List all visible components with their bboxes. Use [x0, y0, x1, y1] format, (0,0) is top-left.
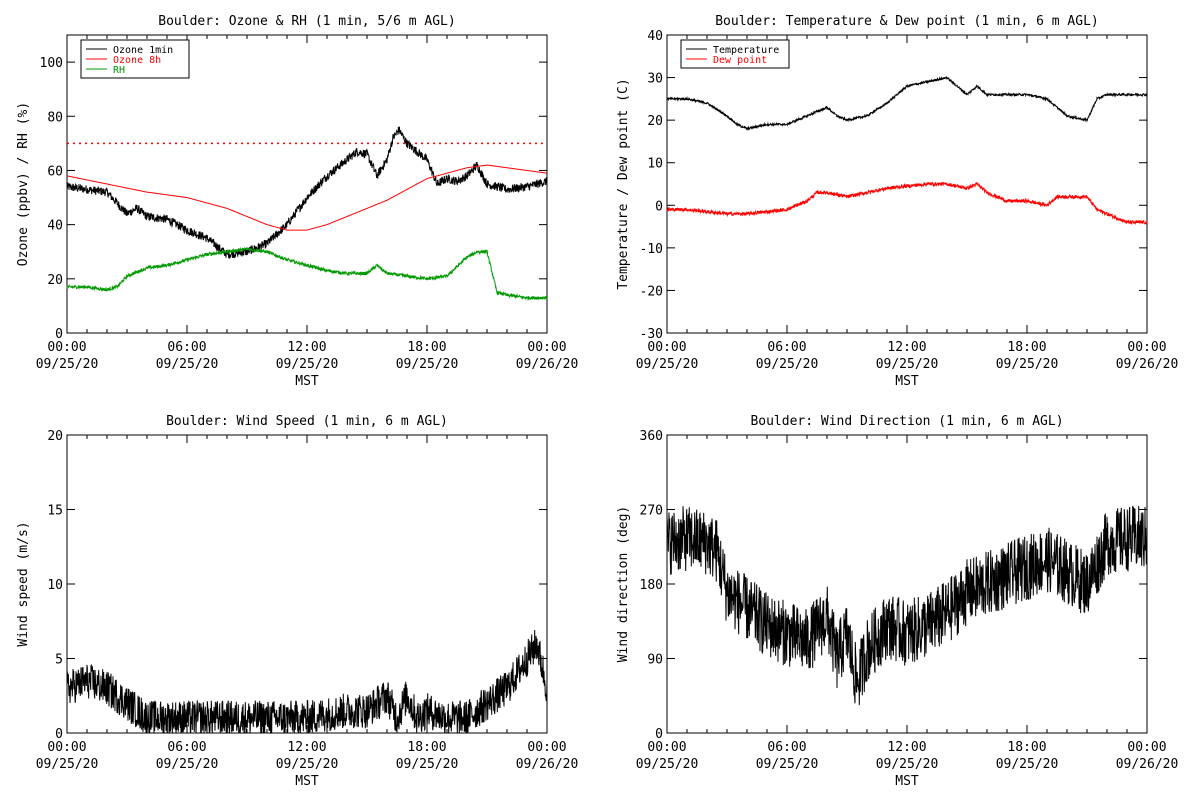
- x-tick-date-label: 09/25/20: [156, 357, 219, 372]
- chart-title: Boulder: Ozone & RH (1 min, 5/6 m AGL): [158, 14, 455, 29]
- x-tick-time-label: 12:00: [287, 740, 326, 755]
- x-tick-date-label: 09/25/20: [756, 357, 819, 372]
- x-tick-date-label: 09/25/20: [636, 757, 699, 772]
- x-tick-time-label: 00:00: [527, 740, 566, 755]
- x-tick-time-label: 12:00: [887, 740, 926, 755]
- series-line-ozone-8h: [67, 164, 548, 231]
- plot-frame: [66, 434, 548, 734]
- series-line-rh: [66, 246, 548, 301]
- chart-title: Boulder: Wind Direction (1 min, 6 m AGL): [750, 414, 1063, 429]
- x-tick-time-label: 06:00: [167, 740, 206, 755]
- series-line-ozone-1min: [66, 126, 548, 259]
- y-tick-label: 40: [47, 219, 63, 234]
- x-axis-label: MST: [895, 774, 919, 789]
- x-tick-date-label: 09/25/20: [996, 757, 1059, 772]
- x-tick-date-label: 09/25/20: [36, 757, 99, 772]
- x-tick-time-label: 12:00: [287, 340, 326, 355]
- y-tick-label: 0: [55, 727, 63, 742]
- x-tick-date-label: 09/25/20: [36, 357, 99, 372]
- x-tick-time-label: 00:00: [1127, 740, 1166, 755]
- x-tick-time-label: 06:00: [767, 340, 806, 355]
- y-axis-label: Wind speed (m/s): [16, 521, 31, 646]
- y-tick-label: 60: [47, 164, 63, 179]
- chart-panel-2: Boulder: Temperature & Dew point (1 min,…: [616, 14, 1178, 389]
- x-tick-date-label: 09/26/20: [1116, 357, 1179, 372]
- y-tick-label: 10: [47, 578, 63, 593]
- series-line-data: [666, 505, 1148, 706]
- y-axis-label: Wind direction (deg): [616, 506, 631, 663]
- chart-panel-1: Boulder: Ozone & RH (1 min, 5/6 m AGL) 0 2…: [16, 14, 578, 389]
- x-tick-time-label: 18:00: [1007, 340, 1046, 355]
- y-tick-label: 15: [47, 504, 63, 519]
- y-tick-label: 90: [647, 653, 663, 668]
- y-tick-label: 10: [647, 157, 663, 172]
- x-tick-time-label: 18:00: [1007, 740, 1046, 755]
- y-tick-label: 20: [647, 114, 663, 129]
- legend-label: Ozone 8h: [113, 55, 161, 66]
- y-tick-label: 180: [640, 578, 663, 593]
- series-line-data: [66, 629, 548, 735]
- y-tick-label: -30: [640, 327, 663, 342]
- x-tick-time-label: 12:00: [887, 340, 926, 355]
- x-tick-time-label: 18:00: [407, 740, 446, 755]
- x-tick-time-label: 00:00: [47, 340, 86, 355]
- x-tick-date-label: 09/25/20: [756, 757, 819, 772]
- legend-label: Dew point: [713, 55, 767, 66]
- chart-panel-4: Boulder: Wind Direction (1 min, 6 m AGL)…: [616, 414, 1178, 789]
- y-tick-label: -10: [640, 242, 663, 257]
- x-axis-label: MST: [895, 374, 919, 389]
- x-tick-time-label: 18:00: [407, 340, 446, 355]
- series-line-temperature: [666, 75, 1148, 131]
- y-tick-label: 0: [55, 327, 63, 342]
- x-tick-date-label: 09/26/20: [1116, 757, 1179, 772]
- x-tick-date-label: 09/25/20: [396, 357, 459, 372]
- y-tick-label: 100: [40, 56, 63, 71]
- x-tick-time-label: 00:00: [647, 740, 686, 755]
- y-tick-label: 80: [47, 110, 63, 125]
- x-tick-date-label: 09/25/20: [996, 357, 1059, 372]
- y-tick-label: 270: [640, 504, 663, 519]
- x-tick-time-label: 00:00: [47, 740, 86, 755]
- x-tick-date-label: 09/25/20: [396, 757, 459, 772]
- x-tick-date-label: 09/25/20: [876, 357, 939, 372]
- chart-panel-3: Boulder: Wind Speed (1 min, 6 m AGL) 0 5 10…: [16, 414, 578, 789]
- x-axis-label: MST: [295, 374, 319, 389]
- x-tick-time-label: 06:00: [167, 340, 206, 355]
- y-tick-label: 360: [640, 429, 663, 444]
- y-tick-label: 40: [647, 29, 663, 44]
- y-tick-label: 0: [655, 199, 663, 214]
- x-tick-date-label: 09/25/20: [636, 357, 699, 372]
- y-tick-label: -20: [640, 284, 663, 299]
- x-tick-date-label: 09/25/20: [876, 757, 939, 772]
- x-tick-time-label: 06:00: [767, 740, 806, 755]
- x-axis-label: MST: [295, 774, 319, 789]
- y-tick-label: 30: [647, 72, 663, 87]
- x-tick-date-label: 09/26/20: [516, 757, 579, 772]
- x-tick-date-label: 09/25/20: [156, 757, 219, 772]
- y-tick-label: 20: [47, 273, 63, 288]
- chart-title: Boulder: Temperature & Dew point (1 min,…: [715, 14, 1099, 29]
- legend-label: Temperature: [713, 45, 779, 56]
- x-tick-time-label: 00:00: [647, 340, 686, 355]
- x-tick-date-label: 09/25/20: [276, 757, 339, 772]
- x-tick-time-label: 00:00: [527, 340, 566, 355]
- x-tick-time-label: 00:00: [1127, 340, 1166, 355]
- y-tick-label: 0: [655, 727, 663, 742]
- legend-label: RH: [113, 65, 125, 76]
- chart-title: Boulder: Wind Speed (1 min, 6 m AGL): [166, 414, 448, 429]
- legend-box: [680, 39, 790, 69]
- x-tick-date-label: 09/26/20: [516, 357, 579, 372]
- series-line-dew-point: [666, 181, 1148, 226]
- y-axis-label: Temperature / Dew point (C): [616, 78, 631, 289]
- y-axis-label: Ozone (ppbv) / RH (%): [16, 102, 31, 266]
- x-tick-date-label: 09/25/20: [276, 357, 339, 372]
- legend-label: Ozone 1min: [113, 45, 173, 56]
- plot-frame: [66, 34, 548, 334]
- y-tick-label: 5: [55, 653, 63, 668]
- y-tick-label: 20: [47, 429, 63, 444]
